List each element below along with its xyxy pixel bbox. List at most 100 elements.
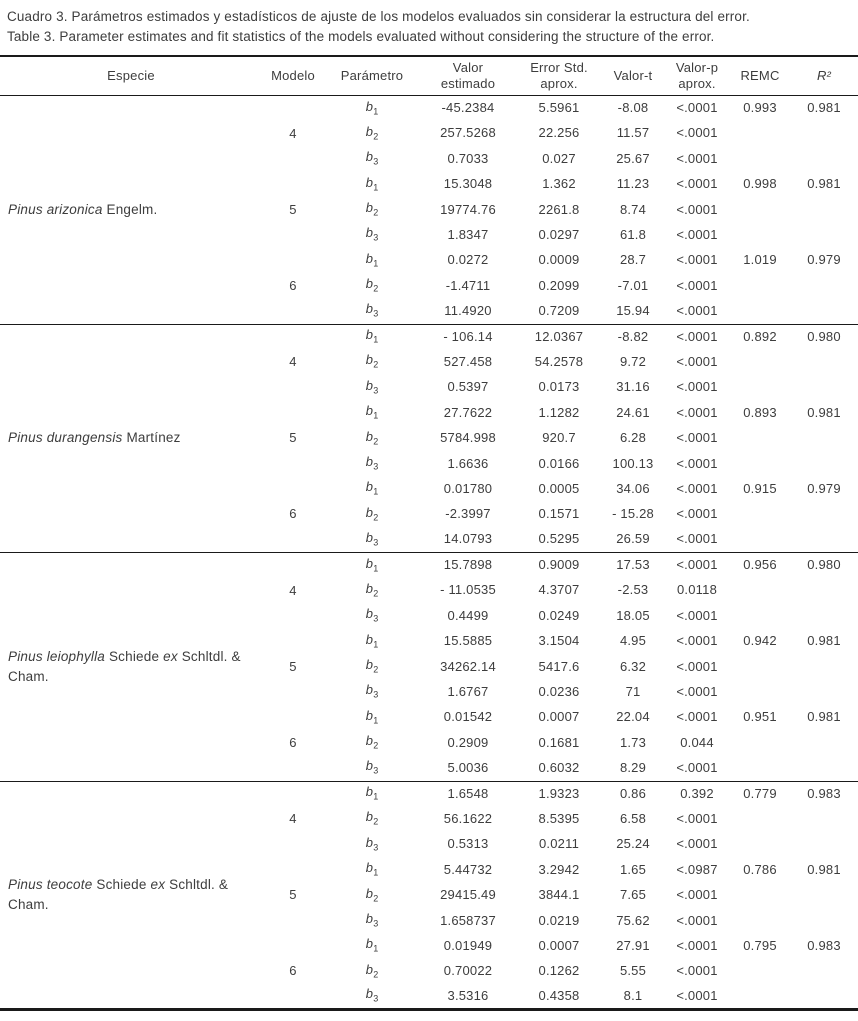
estimated-value: 1.8347 xyxy=(447,227,489,242)
parameter-label: b1 xyxy=(365,403,379,421)
std-error: 0.4358 xyxy=(538,987,580,1003)
r2-value: 0.981 xyxy=(807,100,841,116)
r2-value: 0.983 xyxy=(790,780,858,807)
t-value: 6.58 xyxy=(619,810,647,826)
parameter-label: b2 xyxy=(365,733,379,751)
caption-spanish: Cuadro 3. Parámetros estimados y estadís… xyxy=(7,9,750,24)
remc-value xyxy=(730,375,790,400)
estimated-value: - 11.0535 xyxy=(440,582,496,598)
estimated-value: 34262.14 xyxy=(440,658,496,674)
table-row: b2 -2.3997 0.1571 - 15.28 <.0001 xyxy=(0,502,858,527)
r2-value xyxy=(790,959,858,984)
estimated-value: 11.4920 xyxy=(444,302,492,318)
p-value: <.0001 xyxy=(676,912,718,928)
std-error: 0.6032 xyxy=(538,759,580,775)
p-value: <.0001 xyxy=(676,836,718,852)
remc-value: 0.786 xyxy=(743,861,777,877)
std-error: 0.1262 xyxy=(538,963,580,979)
t-value: 100.13 xyxy=(612,455,654,471)
table-row: Pinus teocote Schiede ex Schltdl. & Cham… xyxy=(0,780,858,1010)
estimated-value: 1.658737 xyxy=(440,912,496,928)
parameter-label: b2 xyxy=(365,961,379,980)
parameter-label: b1 xyxy=(365,707,379,726)
r2-value: 0.979 xyxy=(807,252,841,268)
t-value: 25.24 xyxy=(616,836,650,852)
p-value: <.0001 xyxy=(664,323,730,350)
t-value: -7.01 xyxy=(617,277,649,293)
t-value: 11.23 xyxy=(616,176,650,192)
remc-value xyxy=(730,222,790,247)
r2-value xyxy=(790,578,858,603)
t-value: 34.06 xyxy=(616,480,650,496)
table-row: 6 b1 0.01780 0.0005 34.06 <.0001 0.915 0.979 xyxy=(0,476,858,521)
remc-value xyxy=(730,883,790,908)
model-number: 5 xyxy=(289,658,297,674)
parameter-label: b1 xyxy=(365,98,379,117)
std-error: 0.7209 xyxy=(538,302,580,318)
estimated-value: 1.6636 xyxy=(447,455,489,471)
std-error: 0.5295 xyxy=(538,531,580,547)
std-error: 0.1571 xyxy=(538,506,580,522)
remc-value xyxy=(730,654,790,679)
r2-value xyxy=(790,349,858,374)
table-row: b3 0.4499 0.0249 18.05 <.0001 xyxy=(0,603,858,628)
table-row: b2 0.70022 0.1262 5.55 <.0001 xyxy=(0,959,858,984)
column-header-error-std-aprox: Error Std. aprox. xyxy=(530,59,588,91)
std-error: 1.1282 xyxy=(538,404,580,420)
estimated-value: - 106.14 xyxy=(420,323,516,350)
p-value: <.0001 xyxy=(676,455,718,471)
p-value: <.0001 xyxy=(676,125,718,141)
table-row: b2 5784.998 920.7 6.28 <.0001 xyxy=(0,426,858,451)
remc-value: 0.893 xyxy=(743,404,777,420)
p-value: <.0001 xyxy=(676,987,718,1003)
estimated-value: 3.5316 xyxy=(447,987,489,1003)
model-number: 5 xyxy=(289,430,297,446)
remc-value xyxy=(730,451,790,476)
r2-value xyxy=(790,679,858,704)
remc-value: 0.951 xyxy=(743,709,777,725)
std-error: 0.0007 xyxy=(538,937,580,953)
estimated-value: 15.5885 xyxy=(443,633,493,649)
parameter-label: b3 xyxy=(365,301,379,319)
r2-value xyxy=(790,375,858,400)
t-value: 31.16 xyxy=(616,379,650,395)
r2-value xyxy=(790,654,858,679)
table-row: b3 1.8347 0.0297 61.8 <.0001 xyxy=(0,222,858,247)
model-number: 6 xyxy=(289,506,297,522)
estimated-value: 257.5268 xyxy=(440,125,496,141)
estimated-value: 0.0272 xyxy=(447,252,489,268)
estimated-value: 56.1622 xyxy=(443,810,493,826)
estimated-value: -1.4711 xyxy=(445,277,491,293)
table-row: 6 b1 0.01542 0.0007 22.04 <.0001 0.951 0.981 xyxy=(0,705,858,749)
p-value: <.0001 xyxy=(676,963,718,979)
parameter-label: b1 xyxy=(365,250,379,269)
t-value: 7.65 xyxy=(619,887,647,903)
parameter-label: b3 xyxy=(365,225,379,243)
t-value: 28.7 xyxy=(619,252,647,268)
parameter-label: b1 xyxy=(324,552,420,578)
estimated-value: 0.01542 xyxy=(443,709,493,725)
caption-english: Table 3. Parameter estimates and fit sta… xyxy=(7,29,715,45)
estimated-value: 0.01780 xyxy=(443,480,493,496)
std-error: 0.2099 xyxy=(538,277,580,293)
column-header-modelo: Modelo xyxy=(271,67,315,83)
t-value: -8.08 xyxy=(617,100,649,116)
t-value: 18.05 xyxy=(616,607,650,623)
std-error: 0.0005 xyxy=(538,480,580,496)
table-caption: Cuadro 3. Parámetros estimados y estadís… xyxy=(0,0,858,53)
r2-value: 0.981 xyxy=(807,709,841,725)
r2-value xyxy=(790,806,858,831)
t-value: 8.74 xyxy=(619,201,647,217)
r2-value xyxy=(790,426,858,451)
table-row: Pinus arizonica Engelm. 4 b1 -45.2384 5.5961… xyxy=(0,96,858,217)
remc-value: 0.998 xyxy=(743,176,777,192)
r2-value xyxy=(790,908,858,933)
parameter-label: b1 xyxy=(365,479,379,497)
table-header-row: Especie Modelo Parámetro Valor estimado Error… xyxy=(0,55,858,96)
table-row: 5 b1 5.44732 3.2942 1.65 <.0987 0.786 0.981 xyxy=(0,857,858,902)
estimated-value: 0.7033 xyxy=(447,150,489,166)
table-row: b3 14.0793 0.5295 26.59 <.0001 xyxy=(0,527,858,552)
table-row: b2 29415.49 3844.1 7.65 <.0001 xyxy=(0,883,858,908)
estimated-value: 0.5313 xyxy=(447,836,489,852)
parameter-label: b2 xyxy=(365,123,379,142)
